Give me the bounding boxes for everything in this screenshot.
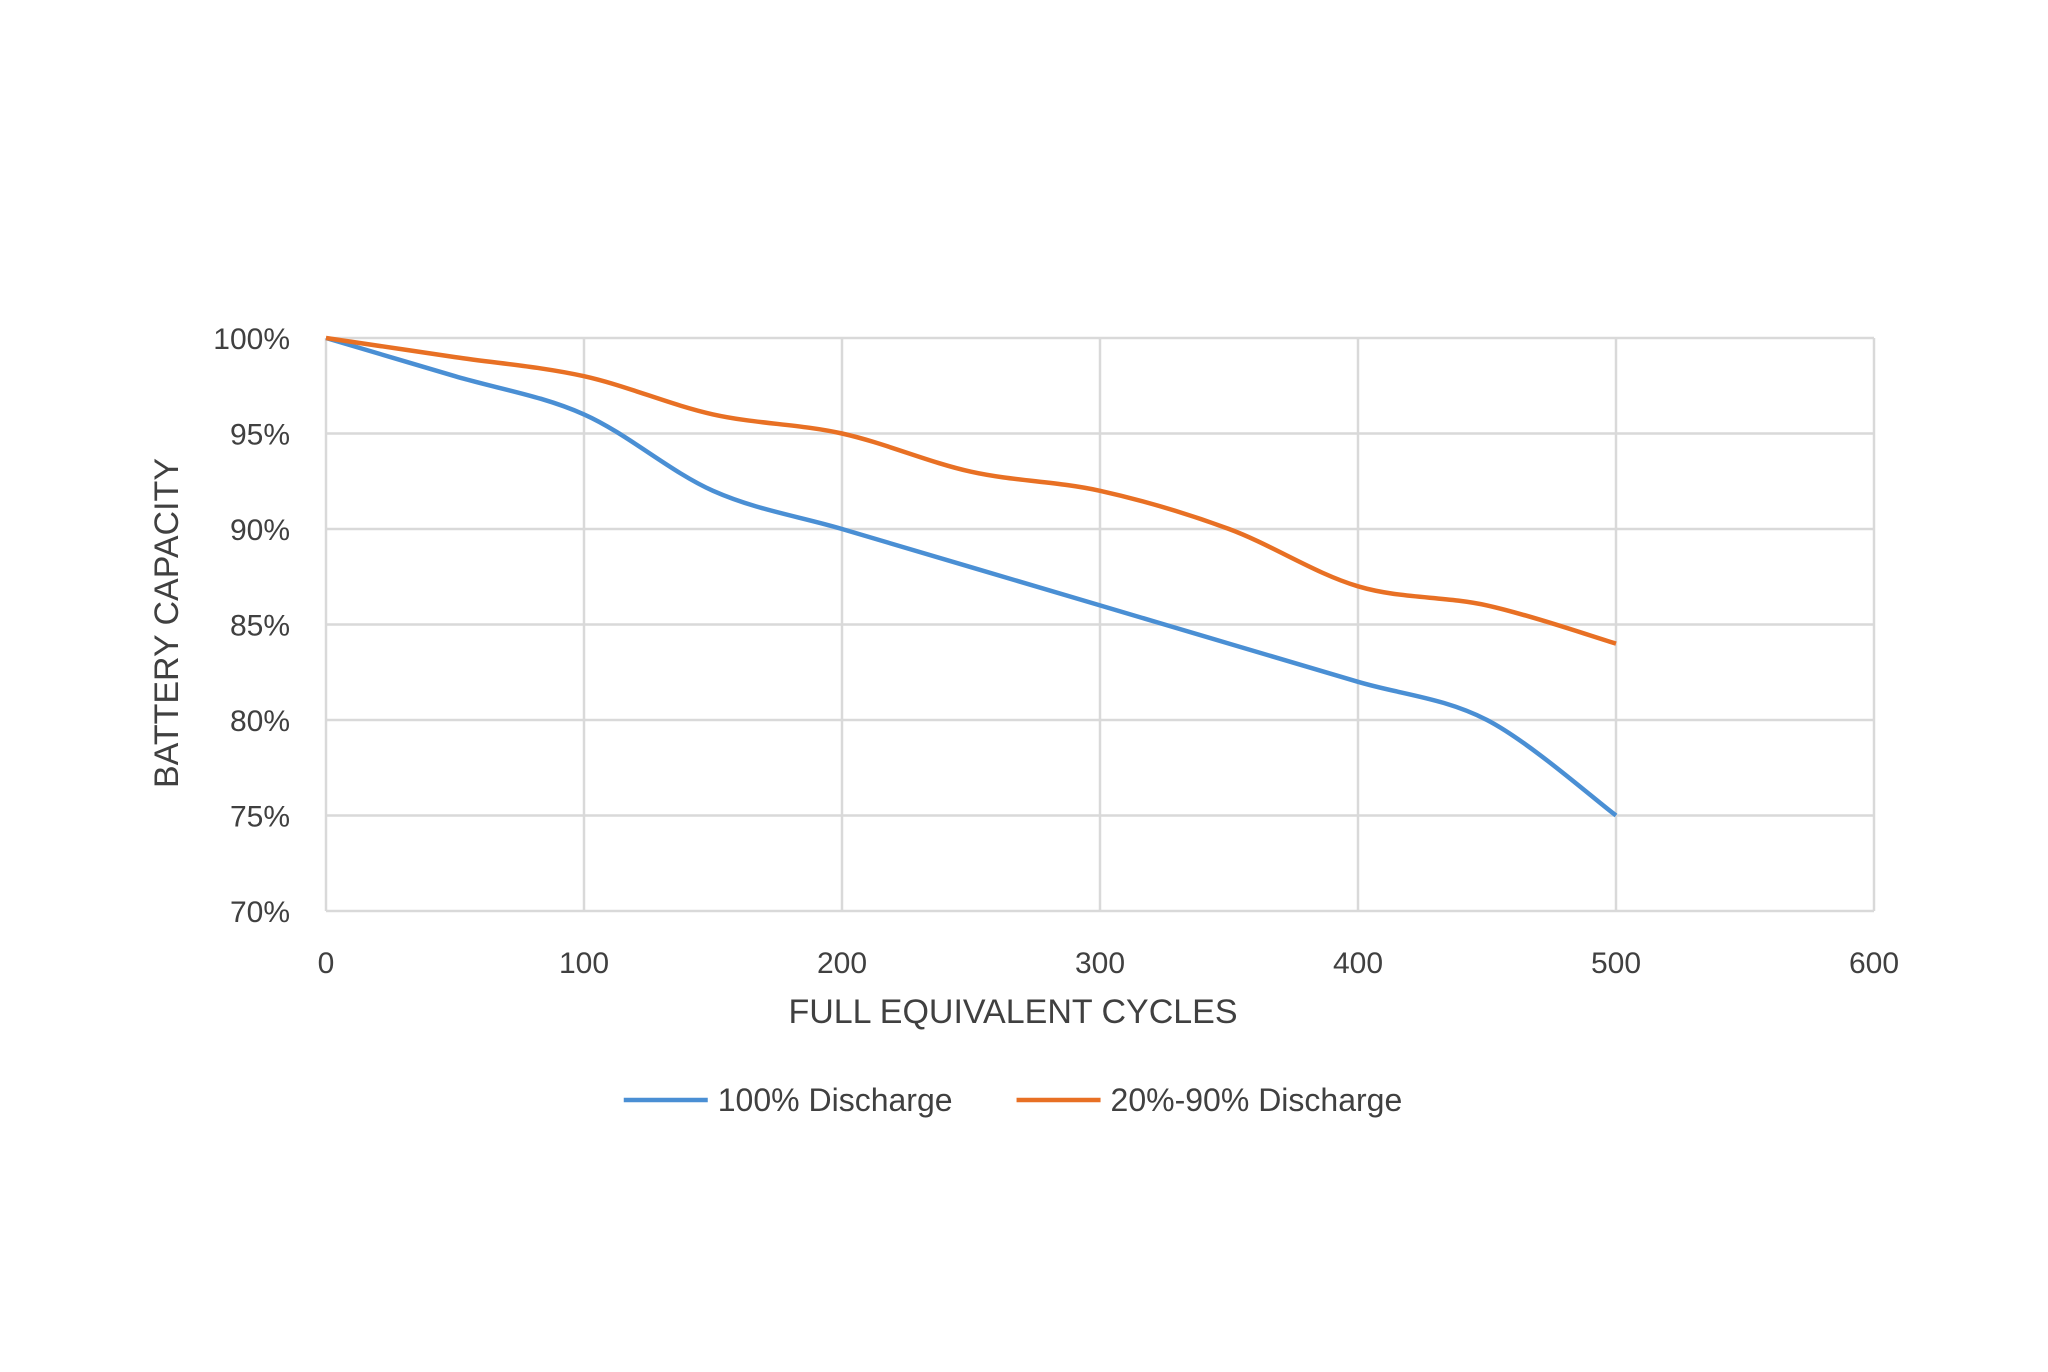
x-tick-labels: 0 100 200 300 400 500 600 (318, 947, 1899, 980)
x-tick-label: 500 (1591, 947, 1641, 980)
y-tick-labels: 70% 75% 80% 85% 90% 95% 100% (213, 323, 290, 929)
x-tick-label: 0 (318, 947, 335, 980)
series-lines (325, 335, 1618, 818)
y-tick-label: 100% (213, 323, 290, 356)
axes (324, 338, 1874, 913)
series-line-1 (325, 335, 1617, 646)
legend-item: 20%-90% Discharge (1016, 1082, 1403, 1118)
y-tick-label: 90% (230, 514, 290, 547)
x-tick-label: 400 (1333, 947, 1383, 980)
series-line-0 (325, 335, 1618, 818)
legend-label: 20%-90% Discharge (1111, 1082, 1403, 1118)
grid (326, 336, 1876, 911)
legend-label: 100% Discharge (718, 1082, 953, 1118)
y-tick-label: 80% (230, 705, 290, 738)
y-tick-label: 95% (230, 419, 290, 452)
x-tick-label: 600 (1849, 947, 1899, 980)
y-tick-label: 85% (230, 610, 290, 643)
x-tick-label: 200 (817, 947, 867, 980)
legend: 100% Discharge 20%-90% Discharge (623, 1082, 1403, 1118)
y-axis-title: BATTERY CAPACITY (148, 458, 186, 788)
legend-item: 100% Discharge (623, 1082, 953, 1118)
x-tick-label: 100 (559, 947, 609, 980)
x-axis-title: FULL EQUIVALENT CYCLES (788, 993, 1237, 1031)
y-tick-label: 75% (230, 801, 290, 834)
y-tick-label: 70% (230, 896, 290, 929)
x-tick-label: 300 (1075, 947, 1125, 980)
